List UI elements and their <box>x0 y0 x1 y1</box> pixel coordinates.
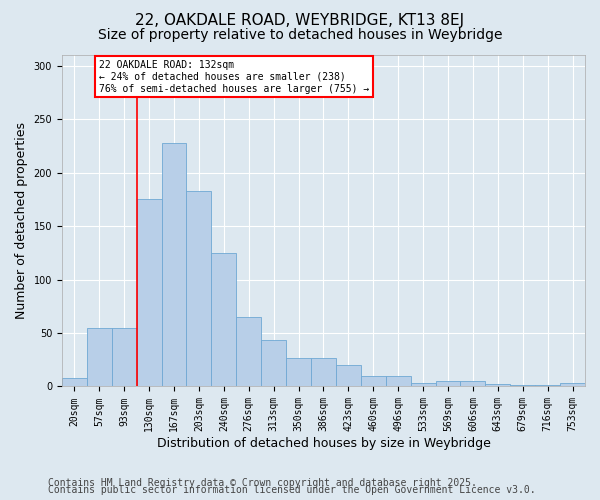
Bar <box>261 340 286 386</box>
Bar <box>112 328 137 386</box>
Bar <box>236 317 261 386</box>
Y-axis label: Number of detached properties: Number of detached properties <box>15 122 28 319</box>
Bar <box>211 253 236 386</box>
Bar <box>311 358 336 386</box>
Bar <box>187 191 211 386</box>
Text: 22 OAKDALE ROAD: 132sqm
← 24% of detached houses are smaller (238)
76% of semi-d: 22 OAKDALE ROAD: 132sqm ← 24% of detache… <box>99 60 370 94</box>
Bar <box>560 384 585 386</box>
Bar <box>286 358 311 386</box>
Bar <box>460 381 485 386</box>
Bar <box>410 384 436 386</box>
Bar <box>386 376 410 386</box>
Bar <box>137 200 161 386</box>
Text: Contains HM Land Registry data © Crown copyright and database right 2025.: Contains HM Land Registry data © Crown c… <box>48 478 477 488</box>
Bar <box>485 384 510 386</box>
Bar <box>62 378 87 386</box>
Bar <box>361 376 386 386</box>
Bar <box>161 142 187 386</box>
Bar <box>87 328 112 386</box>
Text: Contains public sector information licensed under the Open Government Licence v3: Contains public sector information licen… <box>48 485 536 495</box>
Text: 22, OAKDALE ROAD, WEYBRIDGE, KT13 8EJ: 22, OAKDALE ROAD, WEYBRIDGE, KT13 8EJ <box>136 12 464 28</box>
Bar <box>436 381 460 386</box>
X-axis label: Distribution of detached houses by size in Weybridge: Distribution of detached houses by size … <box>157 437 490 450</box>
Bar <box>336 365 361 386</box>
Text: Size of property relative to detached houses in Weybridge: Size of property relative to detached ho… <box>98 28 502 42</box>
